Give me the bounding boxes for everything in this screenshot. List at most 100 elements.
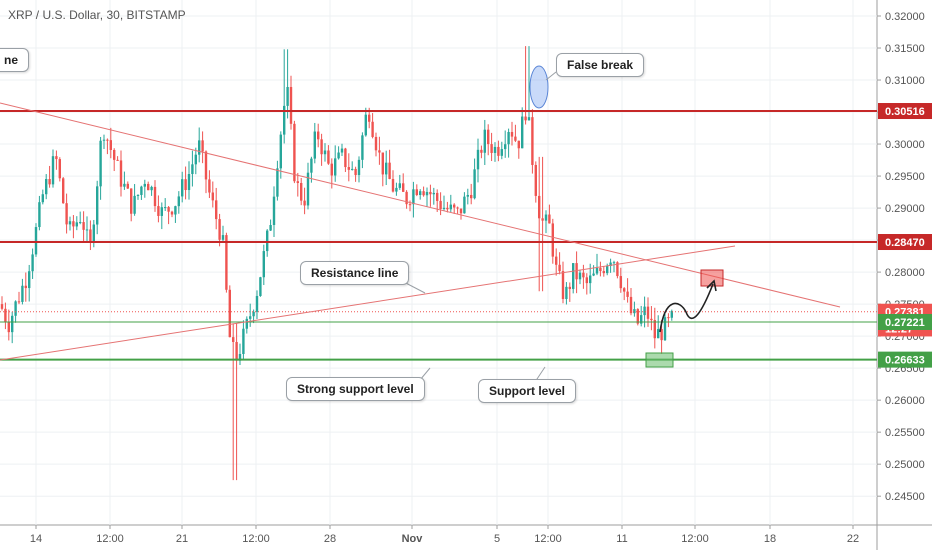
projection-curve: [659, 283, 714, 333]
price-label-bg: [878, 313, 932, 330]
candle-body: [670, 310, 673, 318]
candle-body: [531, 117, 534, 165]
y-tick-label: 0.24500: [885, 491, 925, 503]
candle-body: [337, 152, 340, 159]
callout-truncated: ne: [0, 48, 30, 72]
candle-body: [405, 191, 408, 205]
callout-resistance-line[interactable]: Resistance line: [300, 261, 410, 285]
x-tick-label: 14: [30, 533, 42, 545]
price-label: 0.26633: [885, 355, 925, 367]
candle-body: [130, 188, 133, 214]
candle-body: [660, 329, 663, 341]
candle-body: [279, 134, 282, 169]
x-tick-label: 18: [764, 533, 776, 545]
candle-body: [276, 168, 279, 197]
candle-body: [500, 149, 503, 156]
callout-support-level[interactable]: Support level: [478, 379, 577, 403]
candle-body: [340, 148, 344, 153]
candle-body: [344, 148, 347, 168]
candle-body: [351, 168, 354, 170]
candle-body: [34, 227, 38, 255]
candle-body: [187, 174, 191, 191]
y-tick-label: 0.31000: [885, 75, 925, 87]
candle-body: [555, 256, 558, 265]
candle-body: [572, 263, 575, 289]
candle-body: [215, 200, 218, 220]
candle-body: [82, 222, 85, 230]
candle-body: [361, 135, 364, 160]
candle-body: [191, 164, 194, 175]
price-label-bg: [878, 103, 932, 120]
candle-body: [589, 275, 592, 284]
candle-body: [293, 123, 296, 182]
price-label-bg: [878, 351, 932, 368]
candle-body: [119, 160, 123, 187]
false-break-highlight: [529, 65, 549, 109]
y-tick-label: 0.29000: [885, 203, 925, 215]
candle-body: [385, 162, 388, 175]
candle-body: [140, 186, 143, 195]
candle-body: [606, 265, 609, 274]
candle-body: [602, 271, 605, 274]
candle-body: [640, 315, 643, 324]
candle-body: [398, 183, 401, 188]
candle-body: [249, 316, 252, 319]
candle-body: [497, 146, 500, 156]
callout-strong-support[interactable]: Strong support level: [286, 377, 425, 401]
candle-body: [286, 86, 289, 106]
candle-body: [92, 224, 95, 243]
price-label: 0.27221: [885, 317, 925, 329]
candle-body: [323, 150, 327, 155]
candle-body: [68, 221, 72, 225]
plot-area: [0, 0, 877, 525]
candle-body: [653, 320, 656, 339]
candle-body: [599, 267, 602, 272]
candle-body: [79, 222, 82, 224]
candle-body: [17, 301, 21, 303]
candle-body: [181, 179, 184, 197]
candle-body: [453, 204, 456, 208]
candle-body: [561, 271, 565, 300]
candle-body: [415, 189, 418, 195]
candle-body: [116, 159, 119, 161]
candle-body: [629, 296, 633, 314]
candle-body: [368, 114, 371, 122]
candle-body: [289, 86, 293, 124]
candle-body: [575, 263, 578, 280]
candle-body: [592, 273, 595, 276]
candle-body: [521, 116, 524, 149]
candle-body: [612, 262, 616, 264]
grid: [0, 0, 877, 525]
candle-body: [466, 194, 469, 197]
candle-body: [283, 105, 286, 135]
candle-body: [446, 207, 449, 210]
candle-body: [544, 214, 548, 221]
candle-body: [7, 321, 10, 333]
candle-body: [548, 214, 551, 224]
price-label: 0.30516: [885, 106, 925, 118]
x-tick-label: 12:00: [96, 533, 124, 545]
candle-body: [568, 286, 571, 289]
candle-body: [490, 144, 493, 153]
callout-false-break[interactable]: False break: [556, 53, 645, 77]
x-tick-label: 11: [616, 533, 627, 545]
ascending-trend-line: [0, 245, 736, 361]
candle-body: [357, 159, 361, 176]
candle-body: [170, 211, 174, 215]
candle-body: [317, 131, 320, 140]
x-tick-label: 21: [176, 533, 188, 545]
candle-body: [565, 286, 568, 300]
x-tick-label: 22: [847, 533, 859, 545]
candle-body: [123, 183, 126, 187]
candle-body: [269, 225, 272, 231]
candle-body: [150, 186, 153, 191]
candle-body: [4, 308, 7, 322]
candle-body: [425, 191, 429, 196]
candle-body: [364, 114, 367, 136]
candle-body: [106, 139, 109, 141]
candle-body: [89, 229, 92, 243]
candle-body: [235, 341, 238, 361]
candle-body: [334, 158, 337, 176]
candle-body: [208, 179, 211, 193]
